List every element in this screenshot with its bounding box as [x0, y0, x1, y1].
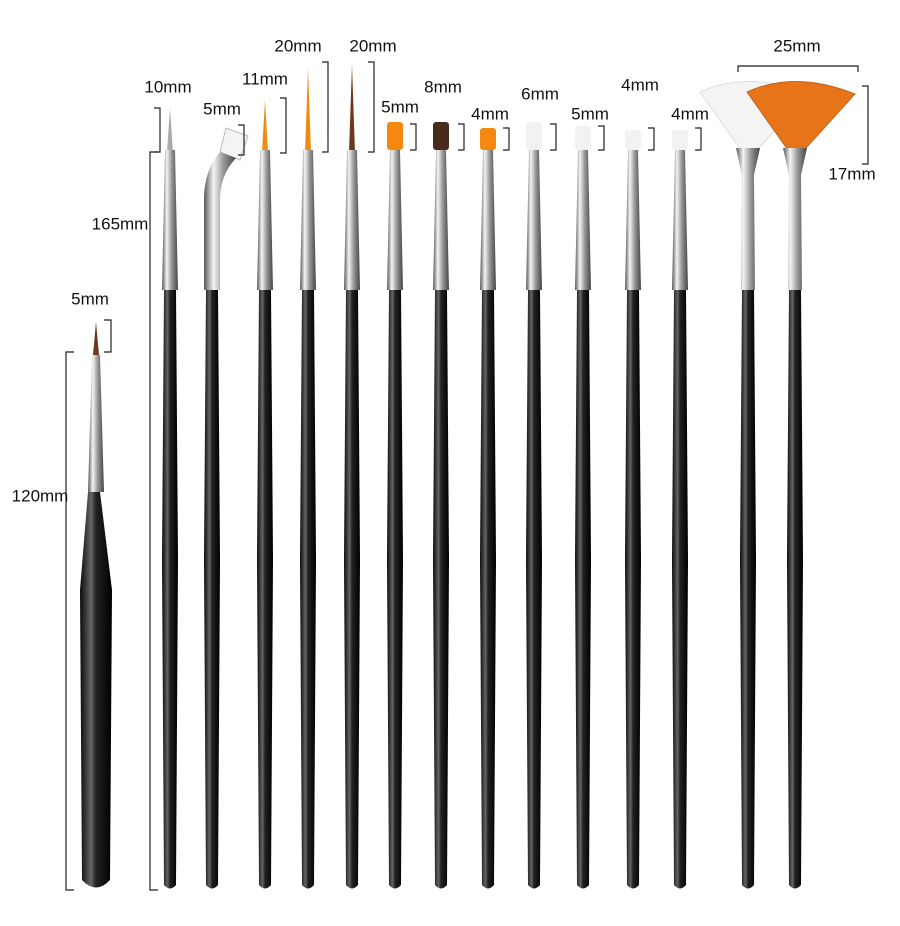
bristles — [575, 126, 591, 150]
bristles — [625, 130, 641, 150]
size-label: 5mm — [203, 99, 241, 118]
size-label: 17mm — [828, 164, 875, 183]
size-label: 4mm — [471, 104, 509, 123]
ferrule — [387, 150, 403, 290]
ferrule — [480, 150, 496, 290]
size-label: 25mm — [773, 36, 820, 55]
handle — [526, 290, 542, 889]
bristles — [526, 122, 542, 150]
bristles — [93, 322, 99, 355]
size-label: 6mm — [521, 84, 559, 103]
handle — [625, 290, 641, 889]
size-label: 5mm — [571, 104, 609, 123]
size-label: 20mm — [274, 36, 321, 55]
size-label: 5mm — [71, 289, 109, 308]
handle — [162, 290, 178, 889]
handle — [787, 290, 803, 889]
bristles — [167, 108, 173, 152]
ferrule — [344, 150, 360, 290]
handle — [480, 290, 496, 889]
ferrule — [300, 150, 316, 290]
bristles — [672, 130, 688, 150]
bristles — [387, 122, 403, 150]
size-label: 5mm — [381, 97, 419, 116]
handle — [204, 290, 220, 889]
ferrule — [162, 150, 178, 290]
ferrule — [88, 355, 104, 492]
ferrule — [783, 148, 807, 290]
ferrule — [526, 150, 542, 290]
bristles — [305, 68, 311, 152]
size-label: 4mm — [621, 75, 659, 94]
dimension-lines — [65, 61, 869, 891]
ferrule — [625, 150, 641, 290]
ferrule — [736, 148, 760, 290]
handle — [80, 492, 112, 888]
handle — [433, 290, 449, 889]
bristles — [433, 122, 449, 150]
size-label: 8mm — [424, 77, 462, 96]
bristles — [349, 65, 355, 152]
bristles — [262, 100, 268, 152]
size-label: 11mm — [242, 69, 288, 88]
handle — [387, 290, 403, 889]
bristles — [480, 128, 496, 150]
handle — [300, 290, 316, 889]
handle — [672, 290, 688, 889]
size-label: 10mm — [144, 77, 191, 96]
ferrule — [257, 150, 273, 290]
size-label: 165mm — [92, 214, 149, 233]
handle — [257, 290, 273, 889]
bristles — [746, 81, 856, 161]
size-label: 20mm — [349, 36, 396, 55]
handle — [740, 290, 756, 889]
brushes — [80, 65, 856, 889]
handle — [575, 290, 591, 889]
ferrule — [433, 150, 449, 290]
size-label: 120mm — [12, 486, 69, 505]
size-label: 4mm — [671, 104, 709, 123]
ferrule — [672, 150, 688, 290]
ferrule — [575, 150, 591, 290]
ferrule — [204, 152, 236, 290]
bristles — [219, 127, 249, 161]
handle — [344, 290, 360, 889]
